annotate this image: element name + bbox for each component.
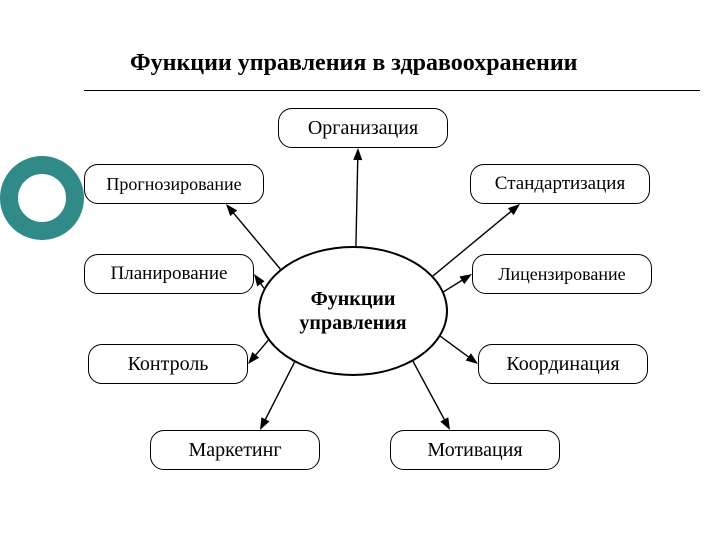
node-ctrl-label: Контроль	[128, 353, 209, 376]
node-mkt-label: Маркетинг	[188, 439, 281, 462]
node-prog-label: Прогнозирование	[106, 174, 241, 195]
node-coord-label: Координация	[506, 353, 619, 376]
node-mkt: Маркетинг	[150, 430, 320, 470]
slide-bullet-ring	[0, 156, 84, 240]
center-node: Функции управления	[258, 246, 448, 376]
node-plan-label: Планирование	[111, 263, 228, 285]
node-coord: Координация	[478, 344, 648, 384]
node-lic: Лицензирование	[472, 254, 652, 294]
node-org: Организация	[278, 108, 448, 148]
slide-title: Функции управления в здравоохранении	[130, 50, 578, 77]
node-mot: Мотивация	[390, 430, 560, 470]
node-plan: Планирование	[84, 254, 254, 294]
node-lic-label: Лицензирование	[498, 264, 625, 285]
node-std: Стандартизация	[470, 164, 650, 204]
node-ctrl: Контроль	[88, 344, 248, 384]
node-mot-label: Мотивация	[427, 439, 522, 462]
node-std-label: Стандартизация	[495, 173, 625, 195]
title-underline	[84, 90, 700, 91]
node-org-label: Организация	[308, 117, 418, 140]
node-prog: Прогнозирование	[84, 164, 264, 204]
center-node-label: Функции управления	[273, 287, 433, 335]
